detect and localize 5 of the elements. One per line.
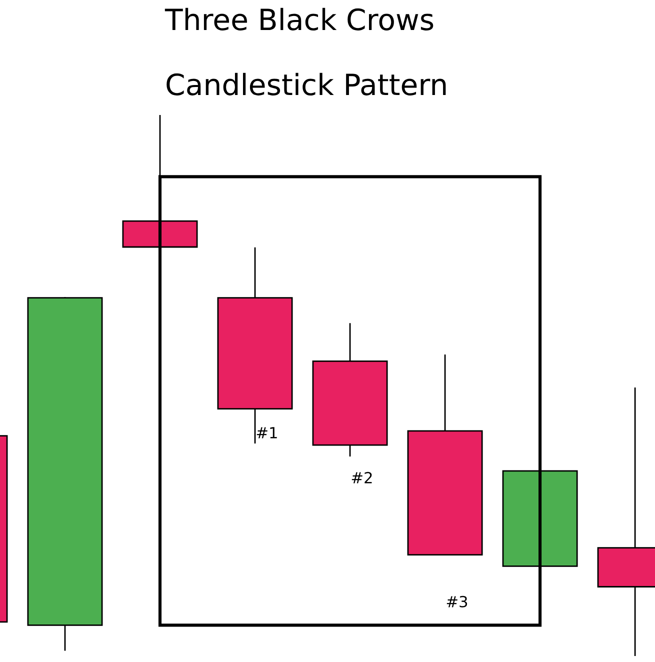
annotation: #3: [446, 596, 468, 608]
annotation: #2: [352, 472, 372, 484]
chart-title: Three Black Crows: [164, 8, 434, 30]
annotation: #1: [256, 427, 277, 438]
chart-subtitle: Candlestick Pattern: [166, 72, 446, 96]
